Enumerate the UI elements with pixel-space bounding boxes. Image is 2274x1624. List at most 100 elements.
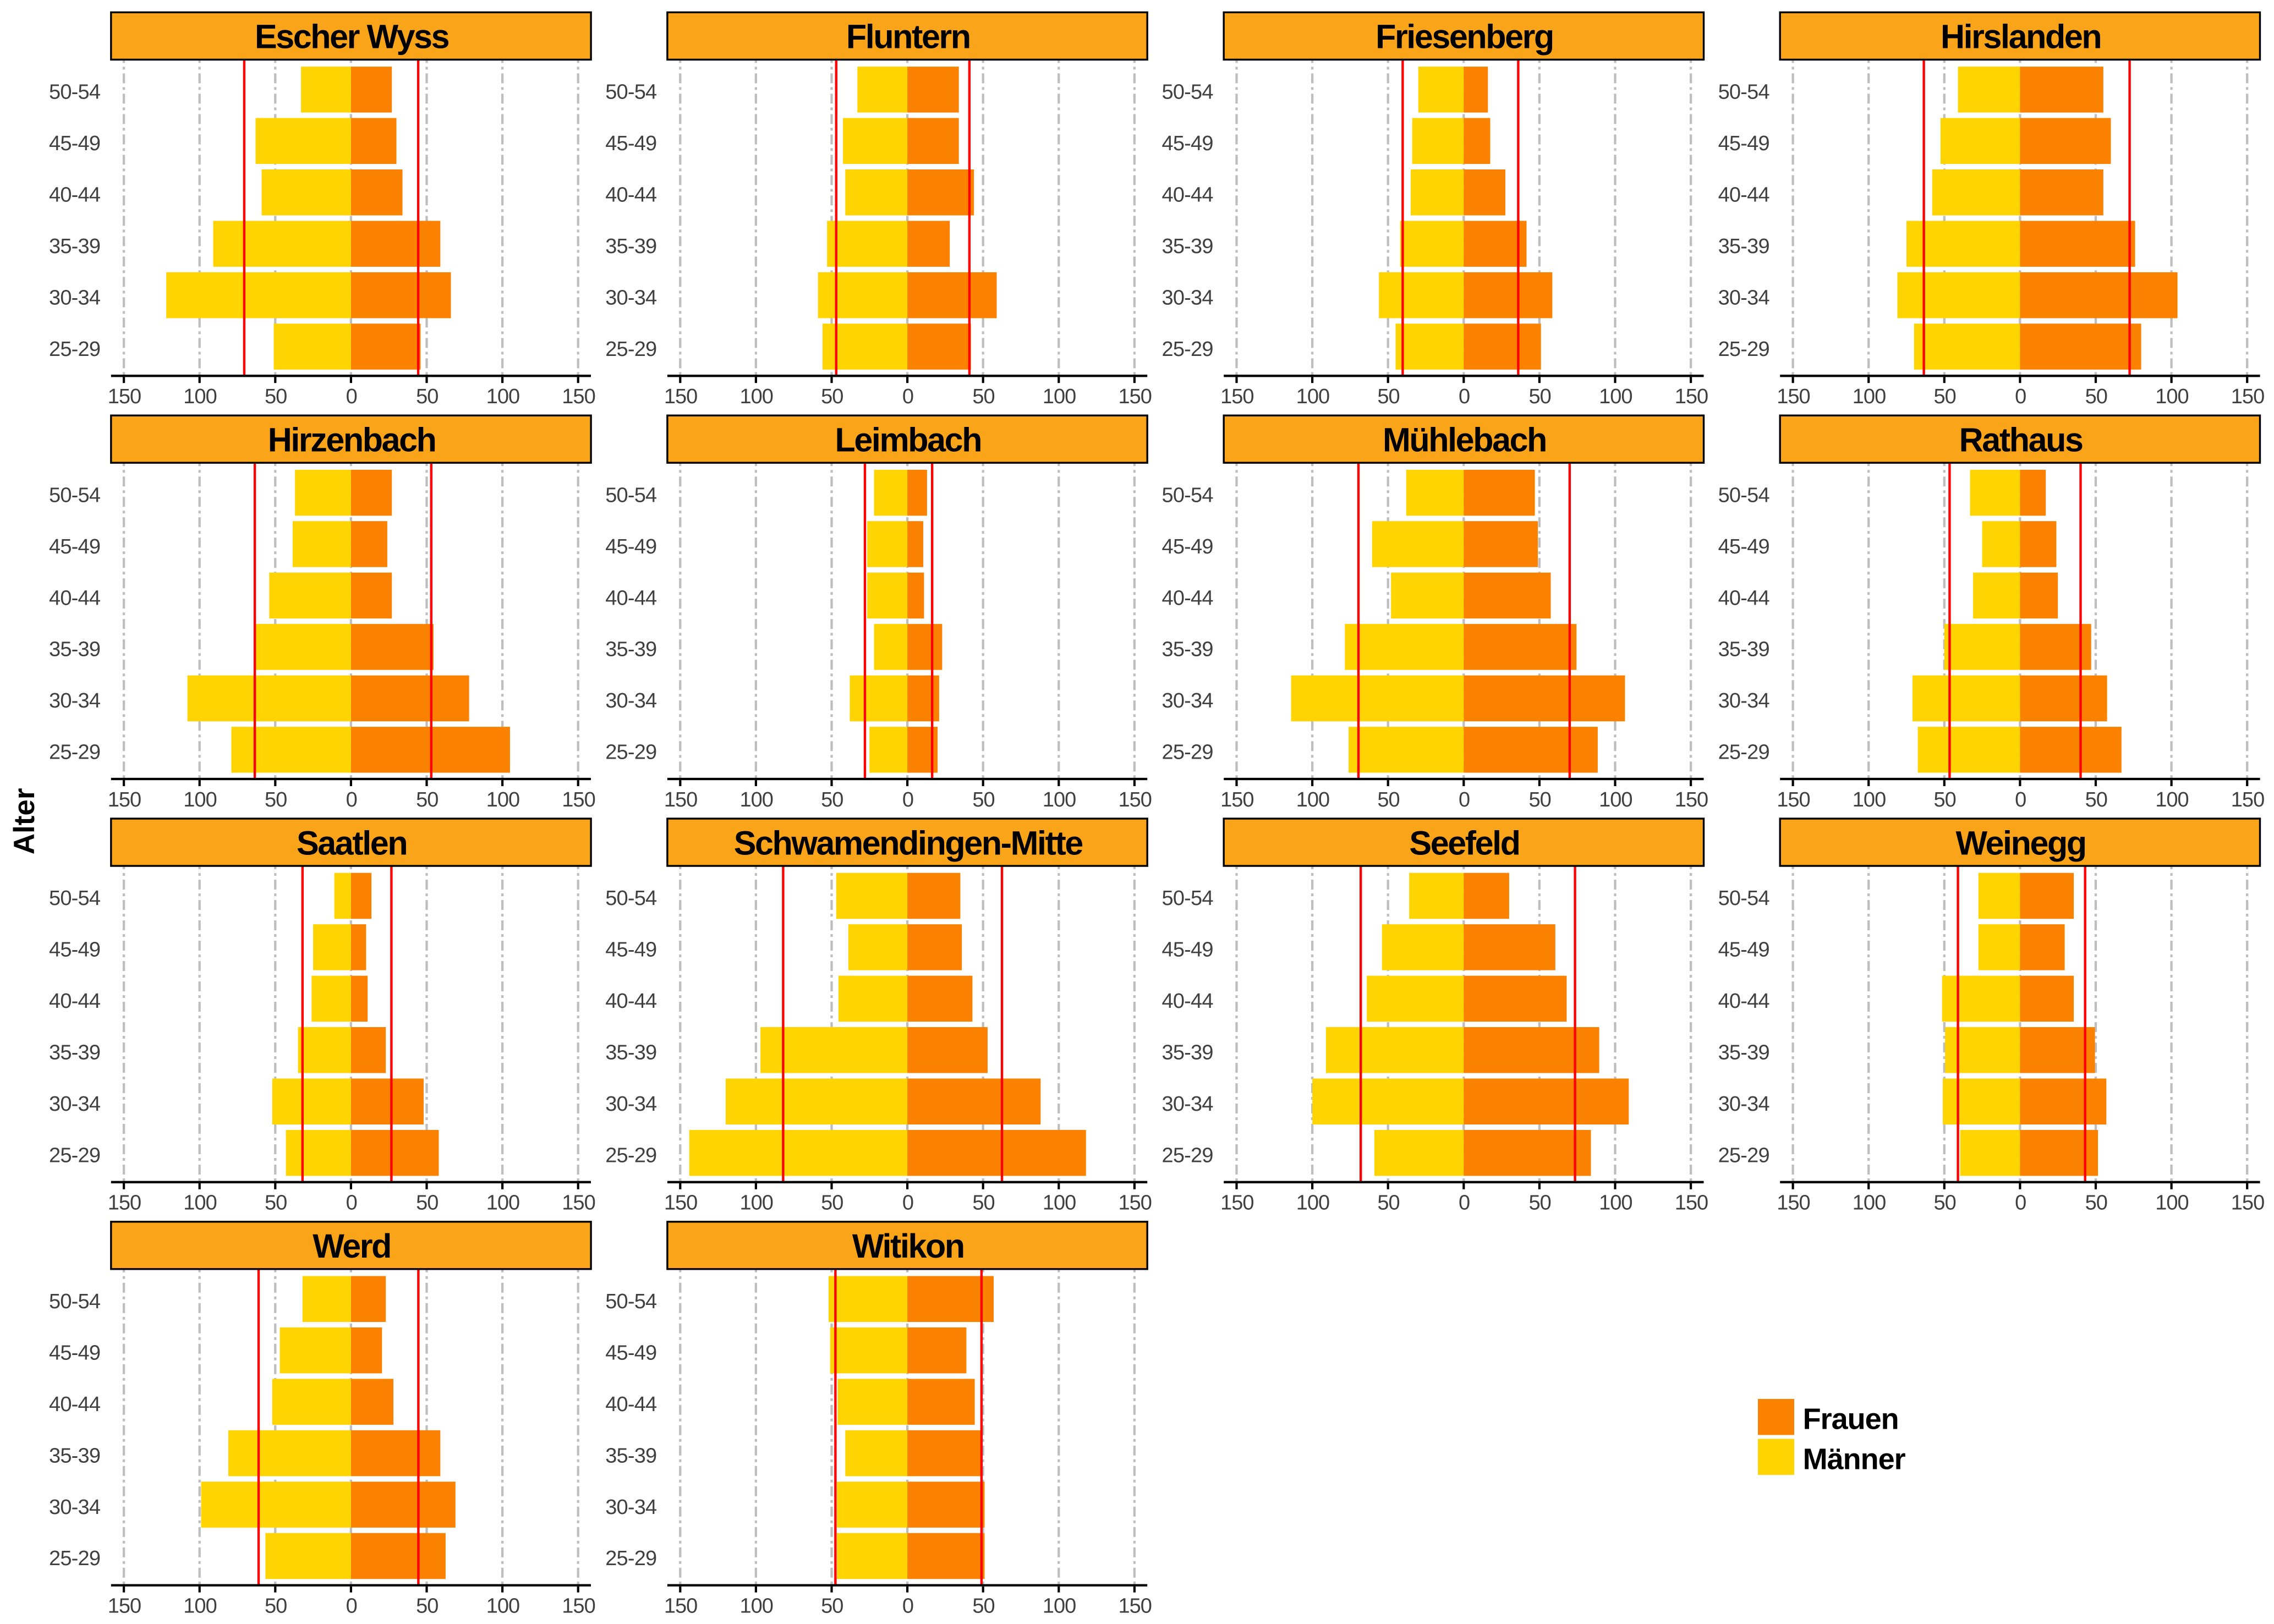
- svg-text:35-39: 35-39: [1161, 638, 1213, 661]
- svg-text:100: 100: [486, 1594, 519, 1617]
- svg-text:150: 150: [664, 1594, 697, 1617]
- svg-text:25-29: 25-29: [49, 1144, 100, 1167]
- svg-text:45-49: 45-49: [1161, 939, 1213, 962]
- svg-text:0: 0: [902, 788, 913, 811]
- svg-text:45-49: 45-49: [1161, 535, 1213, 558]
- svg-text:50: 50: [1529, 1192, 1551, 1215]
- svg-text:0: 0: [1459, 385, 1470, 408]
- svg-text:Weinegg: Weinegg: [1955, 824, 2085, 862]
- svg-text:150: 150: [1777, 1192, 1810, 1215]
- svg-text:100: 100: [2155, 788, 2188, 811]
- svg-text:50: 50: [265, 1594, 287, 1617]
- svg-text:50: 50: [1377, 1192, 1399, 1215]
- svg-text:100: 100: [1296, 385, 1329, 408]
- svg-text:50-54: 50-54: [1161, 887, 1213, 910]
- svg-text:50: 50: [1933, 1192, 1955, 1215]
- svg-text:35-39: 35-39: [49, 1444, 100, 1467]
- svg-text:0: 0: [346, 788, 357, 811]
- svg-text:Rathaus: Rathaus: [1959, 421, 2083, 459]
- svg-text:100: 100: [1853, 788, 1886, 811]
- svg-text:150: 150: [1220, 1192, 1253, 1215]
- svg-text:25-29: 25-29: [49, 338, 100, 361]
- svg-text:150: 150: [1220, 788, 1253, 811]
- svg-text:150: 150: [1675, 385, 1708, 408]
- svg-text:100: 100: [1043, 1594, 1076, 1617]
- svg-text:150: 150: [2231, 385, 2264, 408]
- svg-text:50: 50: [1933, 788, 1955, 811]
- svg-text:45-49: 45-49: [1718, 132, 1769, 155]
- svg-text:50-54: 50-54: [1718, 484, 1770, 507]
- svg-text:50-54: 50-54: [605, 1290, 657, 1313]
- svg-text:50: 50: [821, 1594, 843, 1617]
- svg-text:35-39: 35-39: [605, 1041, 656, 1065]
- svg-text:40-44: 40-44: [605, 1393, 657, 1416]
- svg-text:Männer: Männer: [1803, 1442, 1906, 1475]
- svg-text:40-44: 40-44: [49, 990, 101, 1013]
- svg-text:0: 0: [1459, 788, 1470, 811]
- svg-text:150: 150: [562, 1192, 595, 1215]
- svg-text:25-29: 25-29: [1161, 1144, 1213, 1167]
- svg-text:100: 100: [183, 1192, 216, 1215]
- svg-text:100: 100: [2155, 385, 2188, 408]
- svg-text:150: 150: [1220, 385, 1253, 408]
- svg-text:25-29: 25-29: [1718, 741, 1769, 764]
- svg-text:100: 100: [183, 385, 216, 408]
- svg-text:Frauen: Frauen: [1803, 1403, 1899, 1436]
- svg-text:45-49: 45-49: [49, 132, 100, 155]
- svg-text:40-44: 40-44: [605, 990, 657, 1013]
- svg-text:50-54: 50-54: [49, 887, 101, 910]
- svg-text:40-44: 40-44: [1161, 184, 1213, 207]
- svg-text:Mühlebach: Mühlebach: [1383, 421, 1546, 459]
- svg-text:Witikon: Witikon: [852, 1227, 964, 1265]
- svg-text:100: 100: [1043, 1192, 1076, 1215]
- svg-text:150: 150: [1777, 788, 1810, 811]
- svg-text:30-34: 30-34: [1161, 689, 1213, 712]
- svg-text:50-54: 50-54: [1161, 484, 1213, 507]
- svg-text:0: 0: [346, 385, 357, 408]
- svg-text:35-39: 35-39: [49, 638, 100, 661]
- svg-text:35-39: 35-39: [1718, 1041, 1769, 1065]
- svg-text:150: 150: [562, 1594, 595, 1617]
- svg-text:150: 150: [1118, 788, 1151, 811]
- svg-text:100: 100: [1853, 1192, 1886, 1215]
- svg-text:40-44: 40-44: [605, 184, 657, 207]
- svg-text:25-29: 25-29: [1718, 1144, 1769, 1167]
- svg-text:100: 100: [183, 788, 216, 811]
- svg-text:45-49: 45-49: [1718, 535, 1769, 558]
- svg-text:100: 100: [486, 788, 519, 811]
- svg-text:35-39: 35-39: [605, 638, 656, 661]
- svg-text:100: 100: [1599, 1192, 1632, 1215]
- svg-text:50: 50: [2085, 385, 2107, 408]
- svg-text:0: 0: [2015, 788, 2026, 811]
- svg-text:45-49: 45-49: [1161, 132, 1213, 155]
- svg-text:35-39: 35-39: [1161, 235, 1213, 258]
- svg-text:50: 50: [2085, 1192, 2107, 1215]
- svg-text:30-34: 30-34: [1718, 689, 1770, 712]
- svg-text:Schwamendingen-Mitte: Schwamendingen-Mitte: [734, 824, 1083, 862]
- svg-text:100: 100: [739, 385, 772, 408]
- svg-text:40-44: 40-44: [49, 184, 101, 207]
- svg-text:0: 0: [1459, 1192, 1470, 1215]
- svg-text:50: 50: [416, 385, 438, 408]
- svg-text:150: 150: [664, 1192, 697, 1215]
- svg-text:50: 50: [972, 1594, 994, 1617]
- svg-text:45-49: 45-49: [1718, 939, 1769, 962]
- svg-text:0: 0: [902, 385, 913, 408]
- svg-text:50: 50: [972, 788, 994, 811]
- svg-text:100: 100: [739, 1192, 772, 1215]
- svg-text:30-34: 30-34: [605, 1093, 657, 1116]
- svg-text:100: 100: [1599, 788, 1632, 811]
- svg-text:150: 150: [108, 385, 141, 408]
- svg-text:35-39: 35-39: [1718, 638, 1769, 661]
- svg-text:100: 100: [1853, 385, 1886, 408]
- svg-text:150: 150: [2231, 788, 2264, 811]
- svg-text:25-29: 25-29: [605, 741, 656, 764]
- svg-text:100: 100: [1043, 788, 1076, 811]
- svg-text:35-39: 35-39: [1161, 1041, 1213, 1065]
- svg-text:50: 50: [265, 385, 287, 408]
- svg-text:50: 50: [1933, 385, 1955, 408]
- svg-text:100: 100: [1296, 1192, 1329, 1215]
- svg-text:40-44: 40-44: [49, 586, 101, 610]
- svg-text:35-39: 35-39: [1718, 235, 1769, 258]
- svg-text:45-49: 45-49: [49, 1342, 100, 1365]
